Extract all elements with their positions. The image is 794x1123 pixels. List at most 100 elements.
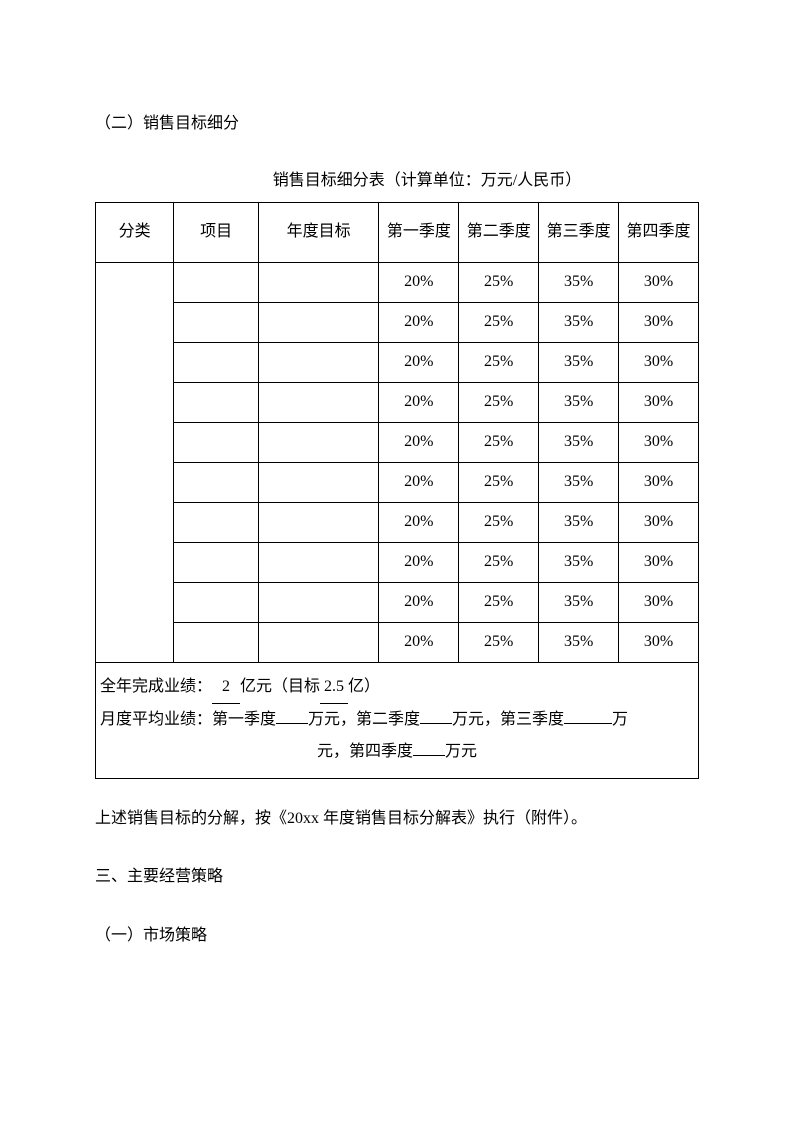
- table-row: 20% 25% 35% 30%: [96, 302, 699, 342]
- cell-item: [174, 422, 258, 462]
- cell-annual: [258, 582, 379, 622]
- th-category: 分类: [96, 202, 174, 262]
- cell-q1: 20%: [379, 382, 459, 422]
- cell-q4: 30%: [619, 462, 699, 502]
- cell-item: [174, 342, 258, 382]
- cell-q2: 25%: [459, 262, 539, 302]
- cell-q3: 35%: [539, 462, 619, 502]
- cell-annual: [258, 502, 379, 542]
- q3-blank: [564, 723, 612, 724]
- q1-blank: [276, 723, 308, 724]
- cell-q4: 30%: [619, 422, 699, 462]
- cell-item: [174, 502, 258, 542]
- cell-q4: 30%: [619, 622, 699, 662]
- cell-q2: 25%: [459, 302, 539, 342]
- q2-blank: [420, 723, 452, 724]
- table-row: 20% 25% 35% 30%: [96, 582, 699, 622]
- cell-q1: 20%: [379, 422, 459, 462]
- cell-q1: 20%: [379, 262, 459, 302]
- cell-q1: 20%: [379, 582, 459, 622]
- th-q4: 第四季度: [619, 202, 699, 262]
- th-item: 项目: [174, 202, 258, 262]
- cell-q1: 20%: [379, 302, 459, 342]
- cell-q2: 25%: [459, 422, 539, 462]
- wan2: 万元，第三季度: [452, 711, 564, 728]
- th-q3: 第三季度: [539, 202, 619, 262]
- subsection-3-1-heading: （一）市场策略: [95, 922, 699, 951]
- cell-q4: 30%: [619, 262, 699, 302]
- table-footer-row: 全年完成业绩：2亿元（目标2.5亿） 月度平均业绩：第一季度万元，第二季度万元，…: [96, 662, 699, 778]
- section-heading: （二）销售目标细分: [95, 110, 699, 139]
- cell-q4: 30%: [619, 542, 699, 582]
- line3-prefix: 元，第四季度: [317, 743, 413, 760]
- cell-item: [174, 582, 258, 622]
- annual-target: 2.5: [320, 671, 348, 704]
- cell-item: [174, 382, 258, 422]
- annual-suffix: 亿）: [348, 678, 380, 695]
- wan3-prefix: 万: [612, 711, 628, 728]
- section-3-heading: 三、主要经营策略: [95, 863, 699, 892]
- cell-category: [96, 262, 174, 662]
- cell-q1: 20%: [379, 542, 459, 582]
- table-footer-cell: 全年完成业绩：2亿元（目标2.5亿） 月度平均业绩：第一季度万元，第二季度万元，…: [96, 662, 699, 778]
- cell-q4: 30%: [619, 302, 699, 342]
- table-row: 20% 25% 35% 30%: [96, 262, 699, 302]
- footer-line-1: 全年完成业绩：2亿元（目标2.5亿）: [100, 671, 694, 704]
- wan1: 万元，第二季度: [308, 711, 420, 728]
- cell-annual: [258, 542, 379, 582]
- cell-q1: 20%: [379, 502, 459, 542]
- cell-annual: [258, 342, 379, 382]
- th-q2: 第二季度: [459, 202, 539, 262]
- cell-item: [174, 262, 258, 302]
- cell-q1: 20%: [379, 342, 459, 382]
- wan4: 万元: [445, 743, 477, 760]
- cell-q1: 20%: [379, 622, 459, 662]
- cell-q3: 35%: [539, 302, 619, 342]
- cell-q2: 25%: [459, 382, 539, 422]
- th-q1: 第一季度: [379, 202, 459, 262]
- cell-annual: [258, 422, 379, 462]
- sales-target-table: 分类 项目 年度目标 第一季度 第二季度 第三季度 第四季度 20% 25% 3…: [95, 202, 699, 779]
- cell-q2: 25%: [459, 542, 539, 582]
- cell-q4: 30%: [619, 382, 699, 422]
- cell-q3: 35%: [539, 582, 619, 622]
- cell-annual: [258, 462, 379, 502]
- table-title: 销售目标细分表（计算单位：万元/人民币）: [155, 167, 699, 196]
- cell-q3: 35%: [539, 382, 619, 422]
- cell-q3: 35%: [539, 622, 619, 662]
- cell-q2: 25%: [459, 582, 539, 622]
- cell-annual: [258, 622, 379, 662]
- table-row: 20% 25% 35% 30%: [96, 342, 699, 382]
- cell-q3: 35%: [539, 502, 619, 542]
- th-annual: 年度目标: [258, 202, 379, 262]
- cell-q3: 35%: [539, 422, 619, 462]
- monthly-prefix: 月度平均业绩：第一季度: [100, 711, 276, 728]
- cell-q1: 20%: [379, 462, 459, 502]
- table-row: 20% 25% 35% 30%: [96, 462, 699, 502]
- cell-q2: 25%: [459, 342, 539, 382]
- footer-line-2: 月度平均业绩：第一季度 万元，第二季度 万元，第三季度 万: [100, 704, 694, 736]
- cell-annual: [258, 262, 379, 302]
- annual-prefix: 全年完成业绩：: [100, 678, 212, 695]
- cell-q3: 35%: [539, 262, 619, 302]
- cell-item: [174, 542, 258, 582]
- table-row: 20% 25% 35% 30%: [96, 422, 699, 462]
- q4-blank: [413, 755, 445, 756]
- table-row: 20% 25% 35% 30%: [96, 542, 699, 582]
- cell-annual: [258, 382, 379, 422]
- cell-q3: 35%: [539, 542, 619, 582]
- cell-item: [174, 302, 258, 342]
- cell-q3: 35%: [539, 342, 619, 382]
- cell-q2: 25%: [459, 502, 539, 542]
- cell-item: [174, 622, 258, 662]
- annual-value: 2: [212, 671, 240, 704]
- table-row: 20% 25% 35% 30%: [96, 502, 699, 542]
- cell-item: [174, 462, 258, 502]
- paragraph-note: 上述销售目标的分解，按《20xx 年度销售目标分解表》执行（附件）。: [95, 805, 699, 834]
- cell-q4: 30%: [619, 502, 699, 542]
- cell-annual: [258, 302, 379, 342]
- cell-q4: 30%: [619, 582, 699, 622]
- cell-q2: 25%: [459, 462, 539, 502]
- footer-line-3: 元，第四季度 万元: [100, 736, 694, 768]
- table-header-row: 分类 项目 年度目标 第一季度 第二季度 第三季度 第四季度: [96, 202, 699, 262]
